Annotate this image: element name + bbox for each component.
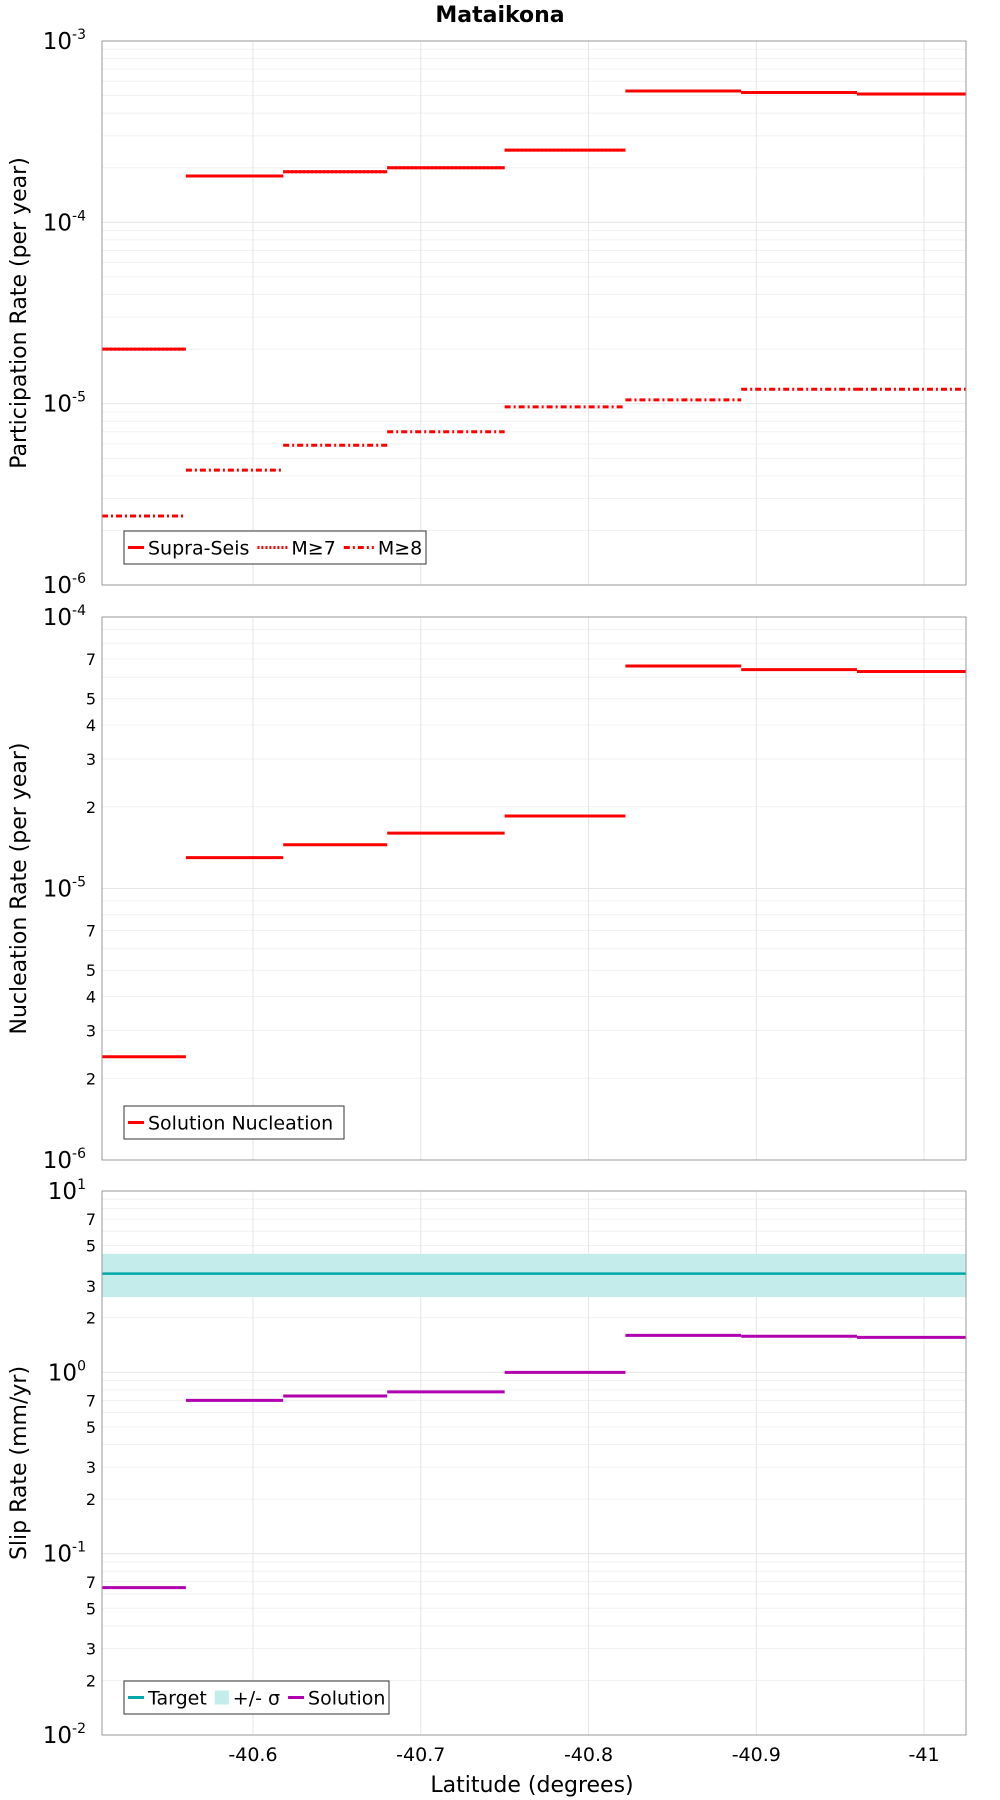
y-minor-tick-label: 7: [86, 650, 96, 669]
y-axis-label: Participation Rate (per year): [7, 157, 32, 469]
y-tick-exponent: -3: [72, 27, 86, 43]
x-tick-label: -40.9: [732, 1744, 781, 1766]
y-tick-base: 10: [43, 605, 72, 631]
y-minor-tick-label: 7: [86, 1391, 96, 1410]
y-tick-base: 10: [48, 1179, 77, 1205]
y-minor-tick-label: 4: [86, 716, 96, 735]
y-minor-tick-label: 7: [86, 1573, 96, 1592]
y-tick-base: 10: [43, 573, 72, 599]
y-tick-base: 10: [43, 392, 72, 418]
legend: Target +/- σ Solution: [123, 1680, 390, 1715]
legend-label: Supra-Seis: [148, 538, 249, 560]
y-tick-exponent: -5: [72, 390, 86, 406]
y-tick-label: 10-3: [43, 27, 86, 55]
y-tick-base: 10: [43, 1148, 72, 1174]
y-tick-label: 10-4: [43, 603, 86, 631]
series-m-7: [102, 89, 966, 351]
y-axis-label: Slip Rate (mm/yr): [7, 1366, 32, 1560]
y-tick-label: 10-5: [43, 390, 86, 418]
y-minor-tick-label: 7: [86, 1210, 96, 1229]
legend-label: M≥7: [291, 538, 335, 560]
legend-label: Solution: [308, 1688, 385, 1710]
y-minor-tick-label: 2: [86, 1490, 96, 1509]
y-tick-exponent: -4: [72, 603, 86, 619]
y-minor-tick-label: 3: [86, 1639, 96, 1658]
sigma-band: [102, 1253, 966, 1298]
y-minor-tick-label: 3: [86, 1021, 96, 1040]
series-solution-nucleation: [102, 664, 966, 1059]
y-minor-tick-label: 2: [86, 798, 96, 817]
y-tick-base: 10: [48, 1360, 77, 1386]
legend-label: +/- σ: [233, 1688, 280, 1710]
y-axis-ticks: 10-610-510-410-3: [43, 27, 86, 599]
y-tick-exponent: -4: [72, 208, 86, 224]
y-tick-base: 10: [43, 1542, 72, 1568]
y-minor-tick-label: 2: [86, 1309, 96, 1328]
y-tick-exponent: 1: [77, 1177, 86, 1193]
grid: [102, 40, 966, 586]
plot-frame: [101, 40, 967, 586]
chart-title: Mataikona: [435, 3, 564, 28]
y-minor-tick-label: 2: [86, 1069, 96, 1088]
legend: Supra-Seis M≥7 M≥8: [123, 530, 427, 565]
y-tick-label: 10-4: [43, 208, 86, 236]
y-tick-label: 10-2: [43, 1721, 86, 1749]
y-tick-label: 10-5: [43, 875, 86, 903]
y-minor-tick-label: 4: [86, 988, 96, 1007]
y-minor-tick-label: 5: [86, 1599, 96, 1618]
y-tick-base: 10: [43, 210, 72, 236]
x-tick-label: -40.7: [396, 1744, 445, 1766]
y-tick-exponent: -5: [72, 875, 86, 891]
y-tick-label: 10-6: [43, 571, 86, 599]
grid: [102, 616, 966, 1161]
y-minor-tick-label: 5: [86, 961, 96, 980]
y-tick-exponent: -6: [72, 571, 86, 587]
x-tick-label: -40.8: [564, 1744, 613, 1766]
legend-box: [123, 1680, 390, 1715]
legend-label: Solution Nucleation: [148, 1113, 333, 1135]
series-m-8: [102, 387, 966, 518]
x-tick-label: -41: [909, 1744, 940, 1766]
plot-frame: [101, 1190, 967, 1736]
y-minor-tick-label: 5: [86, 690, 96, 709]
legend-box: [123, 1105, 345, 1140]
legend-swatch: [214, 1690, 229, 1705]
y-minor-tick-label: 7: [86, 922, 96, 941]
series-solution: [102, 1333, 966, 1590]
y-tick-label: 10-6: [43, 1146, 86, 1174]
x-axis-label: Latitude (degrees): [430, 1773, 633, 1798]
legend-label: Target: [147, 1688, 207, 1710]
y-tick-base: 10: [43, 29, 72, 55]
y-minor-tick-label: 5: [86, 1237, 96, 1256]
x-tick-label: -40.6: [228, 1744, 277, 1766]
y-axis-label: Nucleation Rate (per year): [7, 743, 32, 1035]
plot-frame: [101, 616, 967, 1161]
y-tick-base: 10: [43, 877, 72, 903]
y-minor-tick-label: 3: [86, 1458, 96, 1477]
x-axis: -40.6 -40.7 -40.8 -40.9 -41: [228, 1744, 939, 1766]
y-tick-exponent: -6: [72, 1146, 86, 1162]
legend-label: M≥8: [378, 538, 422, 560]
y-tick-base: 10: [43, 1723, 72, 1749]
y-minor-tick-label: 3: [86, 1277, 96, 1296]
y-tick-exponent: -2: [72, 1721, 86, 1737]
y-minor-tick-label: 5: [86, 1418, 96, 1437]
series-supra-seis: [102, 89, 966, 351]
y-tick-exponent: -1: [72, 1540, 86, 1556]
y-tick-exponent: 0: [77, 1358, 86, 1374]
y-tick-label: 100: [48, 1358, 86, 1386]
y-minor-tick-label: 2: [86, 1671, 96, 1690]
y-tick-label: 10-1: [43, 1540, 86, 1568]
y-minor-tick-label: 3: [86, 750, 96, 769]
y-tick-label: 101: [48, 1177, 86, 1205]
legend: Solution Nucleation: [123, 1105, 345, 1140]
